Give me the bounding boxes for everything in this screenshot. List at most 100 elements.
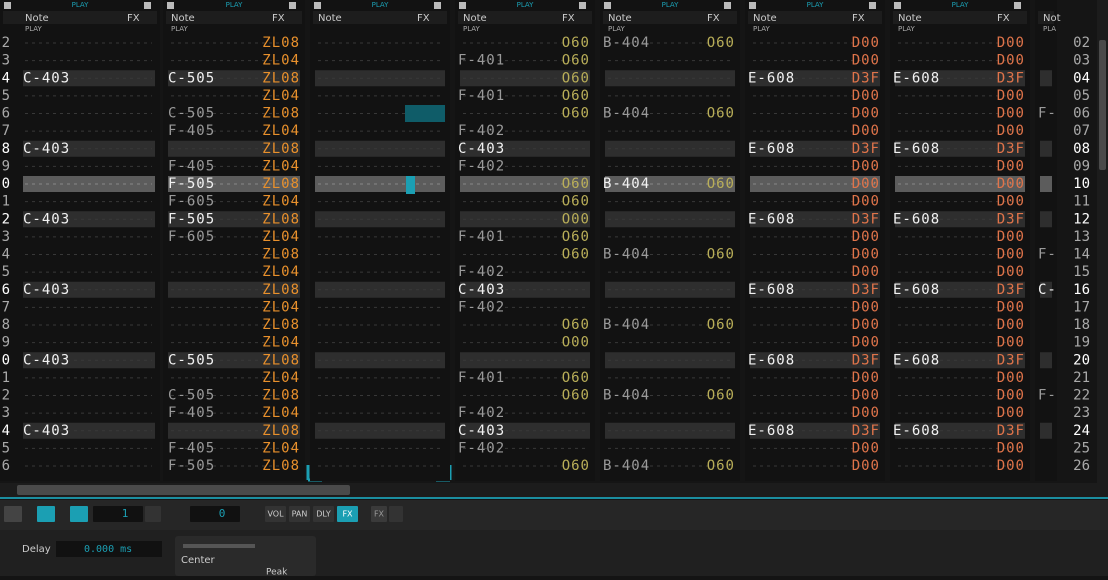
h-scroll-thumb[interactable] bbox=[17, 485, 350, 495]
edit-cursor bbox=[406, 176, 415, 194]
tool-button[interactable] bbox=[4, 506, 22, 522]
row-number-cut: 5 bbox=[2, 440, 10, 456]
track-add[interactable] bbox=[604, 2, 611, 9]
note-cell: E-608 bbox=[893, 352, 940, 368]
note-cell: E-608 bbox=[748, 352, 795, 368]
column-toggle-label[interactable]: DLY bbox=[316, 510, 331, 519]
row-number: 10 bbox=[1073, 176, 1090, 192]
fx-cell: D00 bbox=[852, 440, 880, 456]
fx-cell: D00 bbox=[997, 264, 1025, 280]
track-add[interactable] bbox=[749, 2, 756, 9]
note-cell: F-402 bbox=[458, 299, 505, 315]
fx-menu[interactable] bbox=[371, 506, 387, 522]
row-bar bbox=[315, 352, 445, 369]
column-toggle-label[interactable]: VOL bbox=[267, 510, 284, 519]
fx-cell: O60 bbox=[707, 106, 735, 122]
fx-cell: D00 bbox=[852, 123, 880, 139]
fx-cell: D3F bbox=[852, 352, 880, 368]
fx-cell: O60 bbox=[707, 388, 735, 404]
fx-cell: D00 bbox=[997, 123, 1025, 139]
row-bar bbox=[1040, 352, 1052, 369]
row-bar bbox=[1040, 140, 1052, 157]
track-menu[interactable] bbox=[289, 2, 296, 9]
track-menu[interactable] bbox=[1014, 2, 1021, 9]
track-menu[interactable] bbox=[144, 2, 151, 9]
v-scroll-thumb[interactable] bbox=[1099, 40, 1106, 170]
note-cell: C-403 bbox=[23, 352, 70, 368]
row-bar bbox=[750, 70, 880, 87]
note-cell: F- bbox=[1038, 388, 1057, 404]
row-bar bbox=[460, 176, 590, 192]
row-bar bbox=[605, 140, 735, 157]
track-menu[interactable] bbox=[434, 2, 441, 9]
tool-button[interactable] bbox=[37, 506, 55, 522]
note-cell: C-403 bbox=[23, 70, 70, 86]
row-number: 16 bbox=[1073, 282, 1090, 298]
column-toggle-label[interactable]: PAN bbox=[292, 510, 308, 519]
column-toggle[interactable] bbox=[289, 506, 310, 522]
fx-cell: ZL08 bbox=[262, 70, 300, 86]
play-mode: PLAY bbox=[753, 25, 771, 33]
fx-cell: ZL04 bbox=[262, 158, 300, 174]
row-number-cut: 3 bbox=[2, 229, 10, 245]
fx-menu-arrow[interactable] bbox=[389, 506, 403, 522]
row-number: 03 bbox=[1073, 53, 1090, 69]
fx-cell: ZL08 bbox=[262, 35, 300, 51]
row-number: 05 bbox=[1073, 88, 1090, 104]
step-box[interactable] bbox=[190, 506, 240, 522]
v-scrollbar[interactable] bbox=[1097, 0, 1108, 497]
play-mode: PLA bbox=[1043, 25, 1056, 33]
track-add[interactable] bbox=[314, 2, 321, 9]
fx-cell: ZL04 bbox=[262, 440, 300, 456]
column-toggle[interactable] bbox=[337, 506, 358, 522]
fx-cell: O00 bbox=[562, 335, 590, 351]
fx-cell: ZL08 bbox=[262, 247, 300, 263]
fx-cell: D3F bbox=[852, 70, 880, 86]
track-add[interactable] bbox=[894, 2, 901, 9]
quant-menu[interactable] bbox=[145, 506, 161, 522]
track-menu[interactable] bbox=[869, 2, 876, 9]
fx-cell: ZL08 bbox=[262, 423, 300, 439]
fx-cell: ZL04 bbox=[262, 335, 300, 351]
track-add[interactable] bbox=[167, 2, 174, 9]
row-bar bbox=[460, 70, 590, 87]
quant-box[interactable] bbox=[93, 506, 143, 522]
column-toggle[interactable] bbox=[313, 506, 334, 522]
play-mode: PLAY bbox=[171, 25, 189, 33]
column-toggle[interactable] bbox=[265, 506, 286, 522]
track-add[interactable] bbox=[459, 2, 466, 9]
quant-toggle[interactable] bbox=[70, 506, 88, 522]
note-cell: C-403 bbox=[23, 282, 70, 298]
row-bar bbox=[750, 281, 880, 298]
row-number-cut: 7 bbox=[2, 299, 10, 315]
track-add[interactable] bbox=[4, 2, 11, 9]
note-cell: B-404 bbox=[603, 35, 650, 51]
fx-cell: O60 bbox=[562, 88, 590, 104]
pan-slider bbox=[183, 544, 255, 548]
note-cell: C-403 bbox=[23, 141, 70, 157]
column-toggle-label[interactable]: FX bbox=[342, 510, 353, 519]
fx-cell: D00 bbox=[997, 194, 1025, 210]
fx-menu-label[interactable]: FX bbox=[374, 510, 385, 519]
play-mode: PLAY bbox=[608, 25, 626, 33]
note-cell: F-605 bbox=[168, 194, 215, 210]
track-menu[interactable] bbox=[724, 2, 731, 9]
note-header: Note bbox=[318, 13, 342, 24]
center-label: Center bbox=[181, 555, 216, 566]
fx-cell: D3F bbox=[997, 423, 1025, 439]
row-number: 18 bbox=[1073, 317, 1090, 333]
fx-cell: D3F bbox=[852, 211, 880, 227]
fx-cell: D00 bbox=[852, 247, 880, 263]
fx-cell: ZL08 bbox=[262, 211, 300, 227]
row-number-cut: 4 bbox=[2, 247, 10, 263]
row-bar bbox=[895, 352, 1025, 369]
fx-cell: D00 bbox=[852, 35, 880, 51]
track-menu[interactable] bbox=[579, 2, 586, 9]
fx-cell: D00 bbox=[997, 176, 1025, 192]
selection bbox=[405, 105, 445, 122]
fx-header: FX bbox=[707, 13, 720, 24]
note-header: Note bbox=[608, 13, 632, 24]
delay-box[interactable] bbox=[56, 541, 162, 557]
note-header: Note bbox=[463, 13, 487, 24]
fx-cell: ZL08 bbox=[262, 352, 300, 368]
